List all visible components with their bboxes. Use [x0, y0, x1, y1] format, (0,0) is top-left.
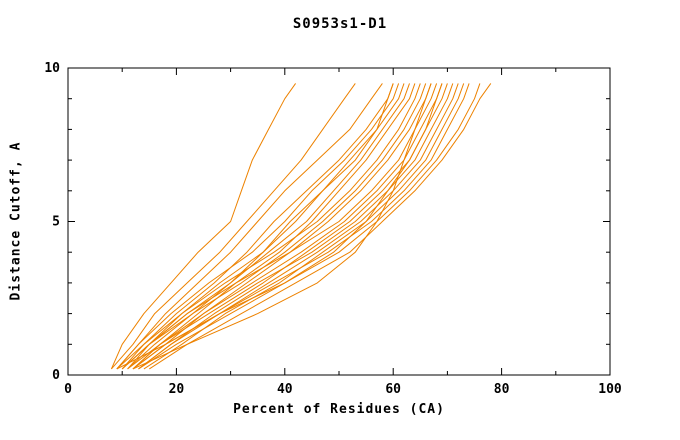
x-tick-label: 20	[169, 382, 185, 397]
model-curve	[121, 83, 410, 370]
y-tick-label: 0	[52, 368, 60, 383]
model-curve	[149, 83, 492, 370]
model-curve	[127, 83, 405, 370]
model-curve	[121, 83, 394, 370]
x-tick-label: 40	[277, 382, 293, 397]
x-tick-label: 60	[385, 382, 401, 397]
model-curve	[110, 83, 297, 370]
model-curve	[127, 83, 427, 370]
x-tick-label: 0	[64, 382, 72, 397]
model-curve	[121, 83, 394, 370]
model-curve	[116, 83, 383, 370]
model-curve	[138, 83, 448, 370]
chart-title: S0953s1-D1	[292, 16, 388, 32]
y-tick-label: 5	[52, 215, 60, 230]
x-axis-title: Percent of Residues (CA)	[233, 402, 445, 417]
model-curve	[116, 83, 443, 370]
model-curve	[132, 83, 443, 370]
y-axis-title: Distance Cutoff, A	[8, 141, 24, 301]
model-curve	[132, 83, 432, 370]
model-curve	[138, 83, 459, 370]
model-curve	[121, 83, 438, 370]
model-curve	[111, 83, 356, 370]
model-curve	[132, 83, 432, 370]
x-tick-label: 100	[598, 382, 622, 397]
x-tick-label: 80	[494, 382, 510, 397]
model-curve	[116, 83, 421, 370]
model-curve	[132, 83, 416, 370]
model-curve	[127, 83, 454, 370]
model-curve	[116, 83, 400, 370]
y-tick-label: 10	[44, 61, 60, 76]
